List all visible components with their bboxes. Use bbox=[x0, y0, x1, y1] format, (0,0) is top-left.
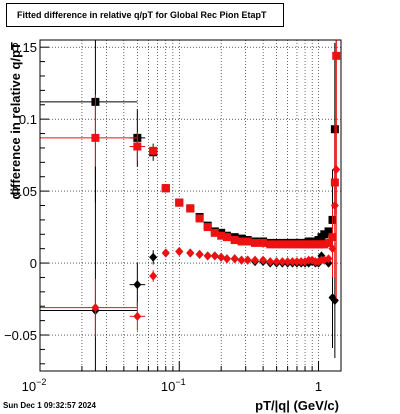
diamond-marker bbox=[230, 254, 239, 264]
series-2 bbox=[40, 166, 339, 371]
data-points bbox=[40, 40, 341, 371]
square-marker bbox=[283, 240, 292, 249]
diamond-marker bbox=[217, 252, 226, 262]
y-tick-label: 0 bbox=[30, 256, 37, 271]
x-tick-label: 1 bbox=[315, 379, 322, 394]
square-marker bbox=[161, 184, 170, 193]
diamond-marker bbox=[278, 257, 287, 267]
diamond-marker bbox=[133, 311, 142, 321]
y-tick-label: 0.05 bbox=[12, 184, 37, 199]
diamond-marker bbox=[195, 249, 204, 259]
diamond-marker bbox=[266, 257, 275, 267]
diamond-marker bbox=[251, 255, 260, 265]
diamond-marker bbox=[292, 257, 301, 267]
diamond-marker bbox=[243, 255, 252, 265]
square-marker bbox=[266, 240, 275, 249]
diamond-marker bbox=[203, 251, 212, 261]
diamond-marker bbox=[175, 247, 184, 257]
square-marker bbox=[278, 240, 287, 249]
diamond-marker bbox=[161, 248, 170, 258]
diamond-marker bbox=[149, 271, 158, 281]
diamond-marker bbox=[186, 248, 195, 258]
square-marker bbox=[230, 236, 239, 245]
diamond-marker bbox=[324, 254, 333, 264]
square-marker bbox=[175, 198, 184, 207]
x-tick-label: 10−1 bbox=[161, 377, 186, 394]
diamond-marker bbox=[288, 257, 297, 267]
diamond-marker bbox=[91, 303, 100, 313]
diamond-marker bbox=[222, 254, 231, 264]
square-marker bbox=[210, 228, 219, 237]
square-marker bbox=[292, 240, 301, 249]
series-1 bbox=[40, 40, 341, 266]
footer-timestamp: Sun Dec 1 09:32:57 2024 bbox=[3, 401, 96, 410]
y-tick-label: 0.1 bbox=[19, 112, 37, 127]
x-axis-label: pT/|q| (GeV/c) bbox=[255, 398, 339, 413]
square-marker bbox=[186, 204, 195, 213]
square-marker bbox=[203, 223, 212, 232]
square-marker bbox=[272, 240, 281, 249]
series-0 bbox=[40, 40, 339, 271]
square-marker bbox=[217, 231, 226, 240]
diamond-marker bbox=[272, 257, 281, 267]
square-marker bbox=[324, 227, 333, 236]
square-marker bbox=[195, 214, 204, 223]
diamond-marker bbox=[283, 257, 292, 267]
square-marker bbox=[222, 233, 231, 242]
square-marker bbox=[251, 238, 260, 247]
square-marker bbox=[91, 133, 100, 142]
square-marker bbox=[288, 240, 297, 249]
series-3 bbox=[40, 40, 341, 337]
y-tick-label: 0.15 bbox=[12, 40, 37, 55]
y-tick-label: −0.05 bbox=[4, 328, 37, 343]
diamond-marker bbox=[210, 251, 219, 261]
diamond-marker bbox=[259, 255, 268, 265]
chart-title-box: Fitted difference in relative q/pT for G… bbox=[6, 3, 284, 27]
y-axis-label: difference in relative q/pT bbox=[8, 42, 23, 200]
square-marker bbox=[320, 240, 329, 249]
tick-labels: −0.05 0 0.05 0.1 0.15 10−2 10−1 1 bbox=[4, 40, 322, 394]
chart-title: Fitted difference in relative q/pT for G… bbox=[17, 10, 267, 20]
diamond-marker bbox=[330, 201, 339, 210]
diamond-marker bbox=[149, 252, 158, 262]
axis-ticks bbox=[39, 46, 320, 371]
diamond-marker bbox=[332, 165, 341, 175]
square-marker bbox=[243, 237, 252, 246]
x-tick-label: 10−2 bbox=[22, 377, 47, 394]
square-marker bbox=[149, 146, 158, 155]
diamond-marker bbox=[237, 255, 246, 265]
square-marker bbox=[237, 237, 246, 246]
square-marker bbox=[320, 230, 329, 239]
square-marker bbox=[324, 238, 333, 247]
square-marker bbox=[133, 142, 142, 151]
square-marker bbox=[259, 238, 268, 247]
diamond-marker bbox=[133, 280, 142, 290]
diamond-marker bbox=[330, 295, 339, 305]
